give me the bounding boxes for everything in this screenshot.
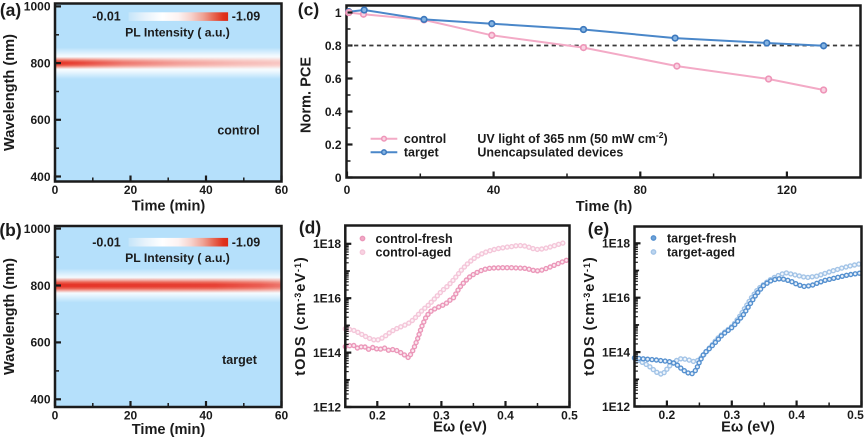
svg-text:800: 800 (30, 56, 50, 70)
svg-text:1E16: 1E16 (602, 291, 630, 305)
svg-text:Time (min): Time (min) (132, 422, 206, 438)
svg-text:Eω (eV): Eω (eV) (433, 420, 487, 436)
svg-text:40: 40 (199, 183, 213, 197)
svg-text:0.4: 0.4 (497, 409, 514, 423)
svg-text:-0.01: -0.01 (92, 235, 121, 249)
svg-text:tODS (cm-3eV-1): tODS (cm-3eV-1) (582, 256, 598, 375)
svg-text:0: 0 (52, 409, 59, 423)
svg-text:40: 40 (487, 183, 501, 197)
svg-text:1E12: 1E12 (602, 400, 630, 414)
svg-text:Wavelength (nm): Wavelength (nm) (2, 258, 18, 375)
svg-text:600: 600 (30, 336, 50, 350)
svg-text:20: 20 (124, 409, 138, 423)
svg-text:target-aged: target-aged (667, 246, 735, 260)
svg-text:120: 120 (777, 183, 797, 197)
svg-text:Time (min): Time (min) (132, 199, 206, 215)
svg-text:-1.09: -1.09 (232, 10, 261, 24)
svg-text:0: 0 (52, 183, 59, 197)
svg-text:control-fresh: control-fresh (376, 232, 453, 246)
svg-text:1: 1 (335, 6, 342, 20)
svg-text:(d): (d) (299, 218, 321, 238)
svg-text:Eω (eV): Eω (eV) (721, 420, 775, 436)
svg-text:Time (h): Time (h) (576, 199, 633, 215)
svg-text:tODS (cm-3eV-1): tODS (cm-3eV-1) (293, 256, 309, 375)
svg-text:80: 80 (634, 183, 648, 197)
svg-text:1E12: 1E12 (313, 400, 341, 414)
svg-text:control-aged: control-aged (376, 246, 452, 260)
svg-text:0: 0 (335, 171, 342, 185)
svg-text:control: control (404, 132, 446, 146)
svg-text:(e): (e) (588, 219, 609, 239)
svg-text:600: 600 (30, 113, 50, 127)
svg-text:0.2: 0.2 (659, 408, 676, 422)
svg-text:0.5: 0.5 (847, 408, 864, 422)
svg-text:0.3: 0.3 (433, 409, 450, 423)
svg-text:400: 400 (30, 170, 50, 184)
svg-text:1E18: 1E18 (602, 237, 630, 251)
svg-text:(a): (a) (0, 0, 21, 20)
svg-text:-1.09: -1.09 (232, 235, 261, 249)
svg-text:0.5: 0.5 (561, 409, 578, 423)
svg-text:0.6: 0.6 (325, 72, 342, 86)
svg-text:control: control (217, 124, 259, 138)
svg-text:0.2: 0.2 (325, 138, 342, 152)
svg-text:(b): (b) (0, 220, 22, 240)
svg-text:Unencapsulated devices: Unencapsulated devices (477, 146, 623, 160)
svg-text:Norm. PCE: Norm. PCE (299, 57, 315, 133)
svg-text:1E16: 1E16 (313, 292, 341, 306)
svg-text:target: target (222, 353, 258, 367)
svg-text:0.8: 0.8 (325, 39, 342, 53)
svg-text:Wavelength (nm): Wavelength (nm) (2, 34, 18, 151)
svg-text:20: 20 (124, 183, 138, 197)
svg-text:40: 40 (199, 409, 213, 423)
svg-text:0.4: 0.4 (788, 408, 805, 422)
svg-text:1E14: 1E14 (313, 346, 341, 360)
svg-text:60: 60 (275, 409, 289, 423)
svg-text:-0.01: -0.01 (92, 10, 121, 24)
svg-text:800: 800 (30, 279, 50, 293)
svg-text:(c): (c) (298, 0, 319, 20)
svg-text:0.2: 0.2 (369, 409, 386, 423)
svg-text:PL Intensity ( a.u.): PL Intensity ( a.u.) (125, 251, 230, 265)
svg-text:60: 60 (275, 183, 289, 197)
svg-text:1000: 1000 (24, 0, 51, 14)
svg-text:0.4: 0.4 (325, 105, 342, 119)
svg-text:1E14: 1E14 (602, 345, 630, 359)
svg-text:PL Intensity ( a.u.): PL Intensity ( a.u.) (125, 26, 230, 40)
svg-text:1000: 1000 (24, 222, 51, 236)
svg-text:0.3: 0.3 (723, 408, 740, 422)
svg-text:target: target (404, 146, 440, 160)
svg-text:0: 0 (344, 183, 351, 197)
svg-text:400: 400 (30, 393, 50, 407)
svg-text:1E18: 1E18 (313, 237, 341, 251)
svg-text:UV light of 365 nm (50 mW cm-2: UV light of 365 nm (50 mW cm-2) (477, 130, 667, 146)
svg-text:target-fresh: target-fresh (667, 232, 736, 246)
